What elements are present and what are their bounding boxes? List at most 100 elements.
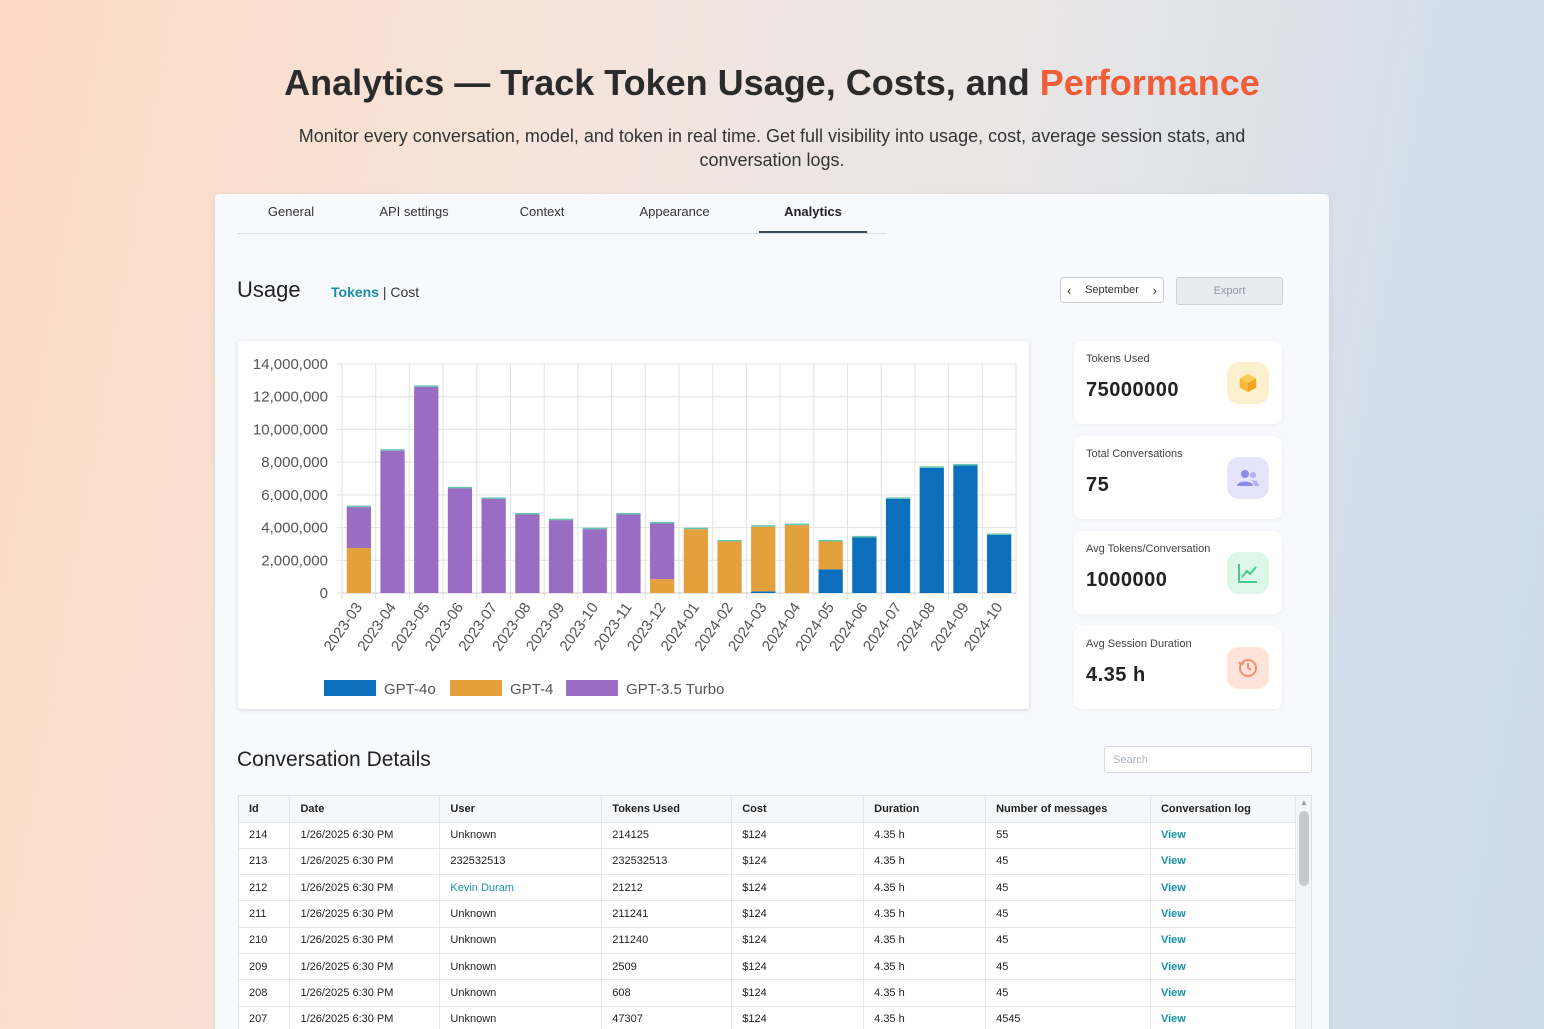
tab-api-settings[interactable]: API settings — [379, 204, 449, 219]
stat-label: Total Conversations — [1086, 448, 1183, 460]
bar-cap — [784, 523, 810, 526]
tab-context[interactable]: Context — [519, 204, 565, 219]
cell-tokens: 47307 — [601, 1006, 733, 1029]
search-input[interactable] — [1104, 746, 1312, 773]
cell-user: Unknown — [439, 953, 603, 981]
cell-cost: $124 — [731, 927, 865, 954]
cell-duration: 4.35 h — [863, 927, 987, 954]
bar-cap — [515, 512, 540, 515]
bar-segment-gpt-4 — [818, 541, 843, 570]
bar-cap — [852, 535, 877, 538]
bar-segment-gpt-4 — [650, 579, 675, 593]
user-link[interactable]: Kevin Duram — [439, 874, 603, 902]
cell-messages: 45 — [985, 927, 1151, 954]
usage-bar-chart: 14,000,000 12,000,000 10,000,000 8,000,000 6… — [253, 356, 1017, 698]
column-header-tokens[interactable]: Tokens Used — [601, 796, 733, 823]
bar-segment-gpt-3-5-turbo — [346, 507, 371, 549]
cell-user: Unknown — [439, 822, 603, 849]
cell-user: 232532513 — [439, 848, 603, 876]
y-tick-label: 14,000,000 — [253, 356, 328, 373]
view-log-link[interactable]: View — [1150, 1006, 1297, 1029]
stat-card-tokens-used: Tokens Used 75000000 — [1074, 341, 1282, 424]
usage-chart-card: 14,000,000 12,000,000 10,000,000 8,000,000 6… — [238, 341, 1029, 709]
column-header-id[interactable]: Id — [239, 796, 291, 823]
chevron-left-icon[interactable]: ‹ — [1067, 282, 1072, 298]
month-selector: ‹ September › — [1060, 277, 1164, 303]
bar-cap — [481, 497, 506, 499]
bar-cap — [414, 385, 439, 387]
column-header-log[interactable]: Conversation log — [1150, 796, 1297, 823]
view-log-link[interactable]: View — [1150, 927, 1297, 954]
usage-title: Usage — [237, 277, 301, 302]
bar-segment-gpt-4o — [919, 467, 944, 593]
tab-appearance[interactable]: Appearance — [639, 204, 710, 219]
cell-cost: $124 — [731, 900, 865, 928]
view-log-link[interactable]: View — [1150, 848, 1297, 876]
cell-tokens: 21212 — [601, 874, 733, 902]
table-row: 207 1/26/2025 6:30 PM Unknown 47307 $124 4.35… — [239, 1006, 1297, 1029]
y-tick-label: 4,000,000 — [261, 520, 328, 537]
cell-tokens: 2509 — [601, 953, 733, 981]
hero-title: Analytics — Track Token Usage, Costs, an… — [0, 62, 1544, 104]
stat-value: 75 — [1086, 474, 1110, 496]
table-scrollbar[interactable]: ▲ — [1295, 796, 1311, 1029]
y-tick-label: 0 — [320, 585, 328, 602]
chevron-right-icon[interactable]: › — [1152, 282, 1157, 298]
cell-cost: $124 — [731, 979, 865, 1007]
analytics-panel: General API settings Context Appearance … — [215, 194, 1329, 1029]
cell-id: 214 — [239, 822, 291, 849]
cell-duration: 4.35 h — [863, 979, 987, 1007]
bar-segment-gpt-4o — [953, 465, 978, 593]
toggle-separator: | — [382, 284, 387, 300]
scroll-up-arrow-icon[interactable]: ▲ — [1300, 798, 1308, 807]
bar-cap — [818, 539, 843, 542]
bar-segment-gpt-4o — [818, 569, 843, 593]
tab-general[interactable]: General — [267, 204, 315, 219]
y-tick-label: 10,000,000 — [253, 421, 328, 438]
bar-cap — [650, 521, 675, 524]
cell-messages: 45 — [985, 848, 1151, 876]
bar-segment-gpt-3-5-turbo — [616, 514, 641, 593]
settings-tabs: General API settings Context Appearance … — [237, 194, 887, 234]
export-button[interactable]: Export — [1176, 277, 1283, 305]
bar-cap — [346, 505, 371, 508]
view-log-link[interactable]: View — [1150, 979, 1297, 1007]
view-log-link[interactable]: View — [1150, 953, 1297, 981]
cell-date: 1/26/2025 6:30 PM — [289, 848, 441, 876]
toggle-tokens[interactable]: Tokens — [331, 284, 379, 300]
toggle-cost[interactable]: Cost — [390, 284, 420, 300]
view-log-link[interactable]: View — [1150, 900, 1297, 928]
column-header-date[interactable]: Date — [289, 796, 441, 823]
stat-label: Tokens Used — [1086, 353, 1150, 365]
legend-swatch — [450, 680, 502, 696]
cell-user: Unknown — [439, 1006, 603, 1029]
cell-user: Unknown — [439, 927, 603, 954]
column-header-duration[interactable]: Duration — [863, 796, 987, 823]
stat-value: 75000000 — [1086, 379, 1179, 401]
bar-segment-gpt-3-5-turbo — [414, 386, 439, 593]
cell-messages: 45 — [985, 874, 1151, 902]
tab-analytics[interactable]: Analytics — [759, 194, 867, 233]
stat-value: 1000000 — [1086, 569, 1168, 591]
cell-messages: 4545 — [985, 1006, 1151, 1029]
cell-cost: $124 — [731, 848, 865, 876]
y-tick-label: 8,000,000 — [261, 454, 328, 471]
column-header-messages[interactable]: Number of messages — [985, 796, 1151, 823]
bar-cap — [751, 525, 776, 527]
view-log-link[interactable]: View — [1150, 874, 1297, 902]
users-icon — [1227, 457, 1269, 499]
stat-card-total-conversations: Total Conversations 75 — [1074, 436, 1282, 519]
cell-tokens: 211240 — [601, 927, 733, 954]
table-row: 209 1/26/2025 6:30 PM Unknown 2509 $124 4.35 … — [239, 953, 1297, 981]
column-header-cost[interactable]: Cost — [731, 796, 865, 823]
stat-value: 4.35 h — [1086, 664, 1146, 686]
bar-cap — [380, 449, 405, 451]
bar-segment-gpt-3-5-turbo — [481, 498, 506, 593]
view-log-link[interactable]: View — [1150, 822, 1297, 849]
table-row: 214 1/26/2025 6:30 PM Unknown 214125 $124 4.3… — [239, 822, 1297, 849]
bar-segment-gpt-4o — [885, 498, 911, 593]
scroll-thumb[interactable] — [1299, 811, 1309, 886]
bar-cap — [548, 518, 574, 521]
column-header-user[interactable]: User — [439, 796, 603, 823]
bar-cap — [717, 539, 742, 542]
